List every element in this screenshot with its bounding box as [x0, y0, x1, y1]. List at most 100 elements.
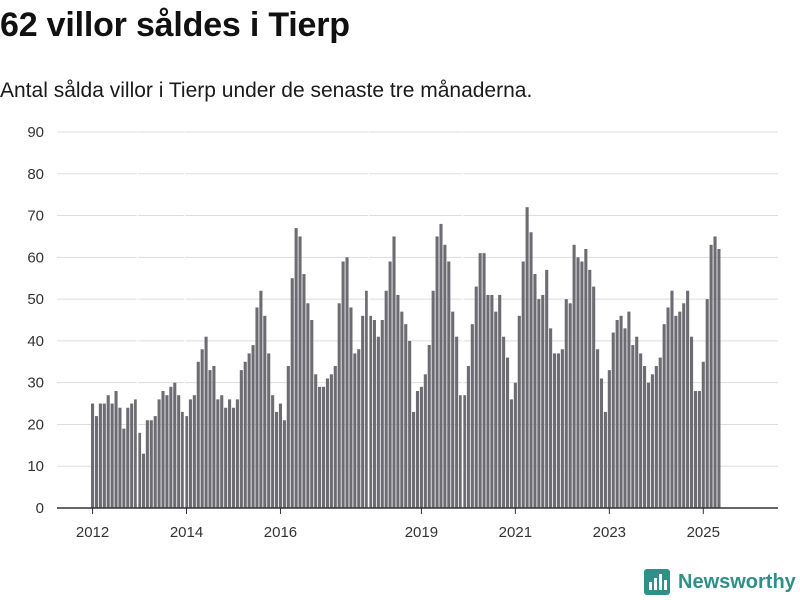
bar	[325, 378, 329, 508]
bar-gap	[461, 132, 464, 508]
y-tick-label: 40	[27, 333, 44, 350]
bar	[588, 269, 592, 508]
bar	[643, 365, 647, 508]
bar	[306, 303, 310, 508]
bar	[267, 353, 271, 508]
bar	[91, 403, 95, 508]
bar	[427, 345, 431, 508]
bar	[365, 290, 369, 508]
bar	[627, 311, 631, 508]
bar	[106, 395, 110, 508]
x-tick-label: 2012	[76, 524, 109, 541]
bar	[686, 290, 690, 508]
bar	[576, 257, 580, 508]
bar	[646, 382, 651, 508]
bar	[701, 361, 705, 508]
bar	[560, 349, 564, 508]
bar	[333, 365, 337, 508]
bar	[654, 365, 658, 508]
bar	[423, 374, 427, 508]
bar	[177, 395, 181, 508]
bar	[216, 399, 220, 508]
bar	[584, 248, 588, 508]
bar	[314, 374, 318, 508]
bar	[102, 403, 106, 508]
bar	[357, 349, 361, 508]
page-subtitle: Antal sålda villor i Tierp under de sena…	[0, 79, 533, 102]
bar	[388, 261, 392, 508]
bar	[157, 399, 161, 508]
bar	[678, 311, 682, 508]
bar	[204, 336, 208, 508]
bar	[533, 274, 537, 508]
bar	[173, 382, 177, 508]
bar-gap	[136, 132, 139, 508]
y-tick-label: 80	[27, 166, 44, 183]
bar	[619, 315, 623, 508]
bar	[259, 290, 263, 508]
bar	[498, 294, 502, 508]
bar	[615, 320, 619, 508]
bar	[149, 420, 153, 508]
bar	[384, 290, 388, 508]
x-tick-label: 2025	[687, 524, 720, 541]
bar	[224, 407, 228, 508]
y-tick-label: 60	[27, 249, 44, 266]
bar	[349, 307, 353, 508]
bar	[599, 378, 604, 508]
bar	[200, 349, 204, 508]
bar	[161, 391, 165, 508]
bar	[228, 399, 232, 508]
bar	[556, 353, 560, 508]
page-title: 62 villor såldes i Tierp	[0, 6, 350, 44]
bar	[580, 261, 584, 508]
bar	[239, 370, 243, 508]
bar	[376, 336, 380, 508]
bar	[345, 257, 349, 508]
y-tick-label: 70	[27, 208, 44, 225]
bar	[439, 223, 443, 508]
bar	[286, 365, 290, 508]
x-tick-label: 2014	[170, 524, 203, 541]
bar	[114, 391, 118, 508]
bar	[318, 386, 322, 508]
x-tick-label: 2023	[593, 524, 626, 541]
bar	[521, 261, 525, 508]
brand-logo: Newsworthy	[644, 569, 796, 595]
bar	[98, 403, 102, 508]
bar	[505, 357, 510, 508]
bar	[282, 420, 286, 508]
bar	[494, 311, 498, 508]
bar	[298, 236, 302, 508]
bar	[169, 386, 173, 508]
bar	[713, 236, 717, 508]
bar	[513, 382, 517, 508]
bar	[717, 248, 721, 508]
bar	[709, 244, 713, 509]
bar	[517, 315, 521, 508]
bar	[192, 395, 196, 508]
bar	[697, 391, 701, 508]
bar	[419, 386, 423, 508]
bar	[321, 386, 326, 508]
y-tick-label: 20	[27, 416, 44, 433]
bar	[310, 320, 314, 508]
y-tick-label: 90	[27, 124, 44, 141]
bar	[572, 244, 576, 509]
bar	[592, 286, 596, 508]
bar	[682, 303, 686, 508]
bar	[212, 365, 216, 508]
bar	[412, 411, 416, 508]
bar	[372, 320, 376, 508]
bar	[658, 357, 662, 508]
bar-gap	[183, 132, 186, 508]
y-tick-label: 30	[27, 375, 44, 392]
bar	[509, 399, 514, 508]
bar	[145, 420, 149, 508]
bar-gap	[367, 132, 370, 508]
bar	[141, 453, 145, 508]
x-tick-label: 2021	[499, 524, 532, 541]
bar	[552, 353, 557, 508]
bar	[568, 303, 572, 508]
bar	[443, 244, 447, 509]
